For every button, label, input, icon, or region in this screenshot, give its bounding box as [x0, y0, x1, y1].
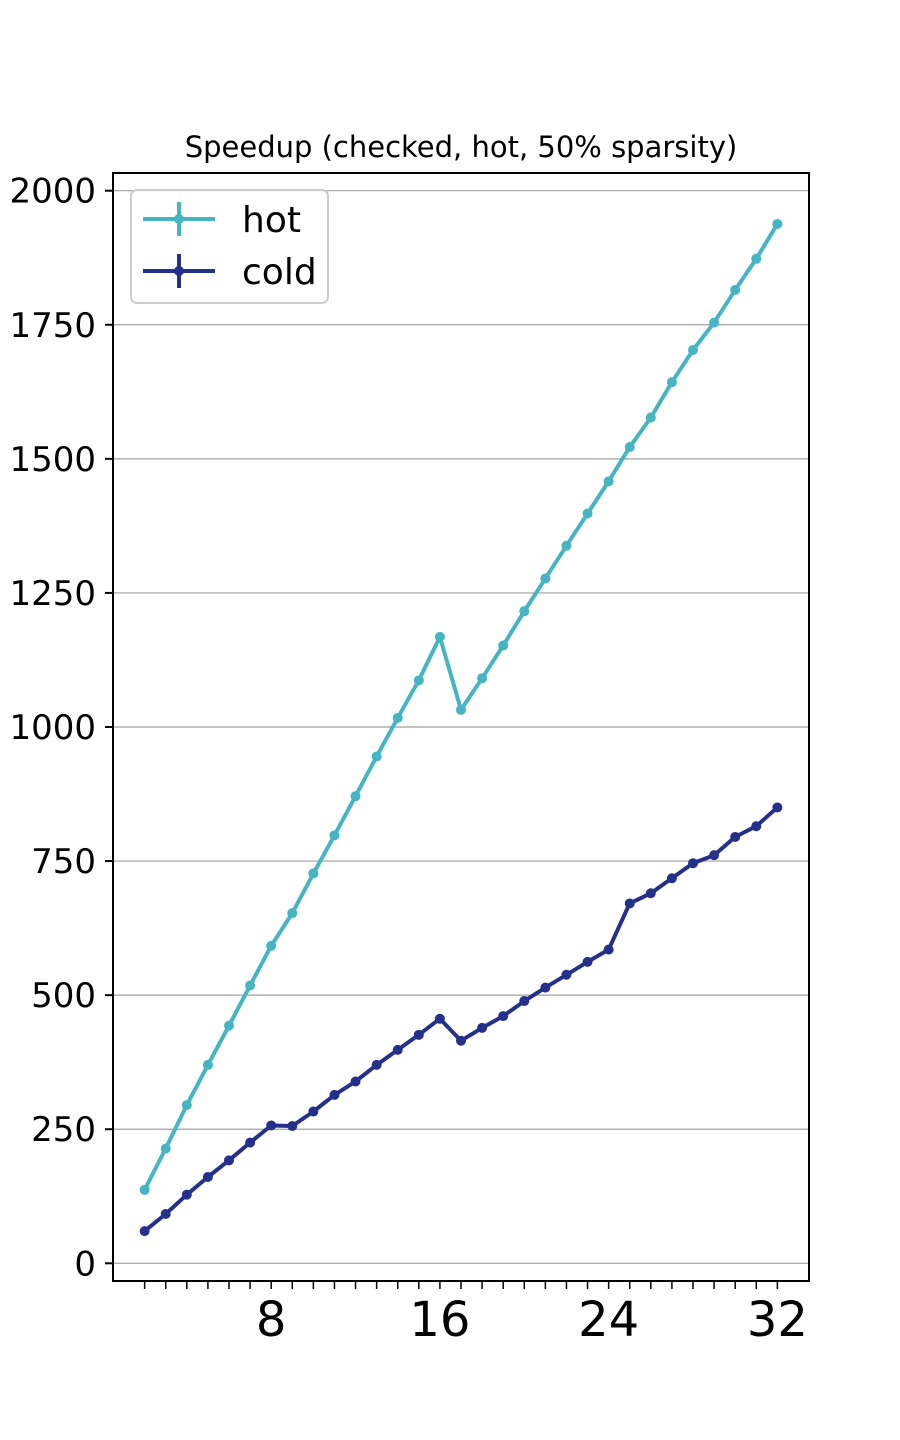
data-point-cold [350, 1076, 361, 1087]
data-point-cold [688, 858, 698, 869]
data-point-cold [582, 956, 593, 967]
data-point-hot [392, 712, 403, 723]
chart-title: Speedup (checked, hot, 50% sparsity) [185, 130, 738, 164]
data-point-cold [329, 1089, 340, 1100]
data-point-hot [139, 1184, 150, 1195]
data-point-cold [603, 944, 614, 955]
data-point-cold [730, 831, 741, 842]
data-point-hot [202, 1059, 213, 1070]
data-point-hot [772, 218, 783, 229]
series-cold [139, 802, 783, 1237]
data-point-cold [561, 969, 572, 980]
data-point-cold [751, 821, 762, 832]
x-axis: 8 16 24 32 [143, 1281, 808, 1348]
data-point-cold [456, 1035, 466, 1046]
data-point-cold [139, 1226, 150, 1237]
y-tick-label: 500 [31, 976, 96, 1016]
data-point-cold [266, 1120, 277, 1131]
data-point-hot [371, 751, 382, 762]
data-point-hot [224, 1020, 234, 1031]
data-point-hot [688, 344, 698, 355]
legend-hot-label: hot [242, 200, 301, 241]
data-point-hot [287, 908, 298, 919]
data-point-hot [266, 940, 277, 951]
data-point-cold [540, 982, 551, 993]
y-tick-label: 1750 [9, 306, 96, 346]
x-tick-label: 16 [409, 1292, 470, 1348]
data-point-cold [287, 1121, 298, 1132]
data-point-hot [540, 573, 551, 584]
data-point-cold [181, 1189, 192, 1200]
data-point-hot [245, 980, 256, 991]
data-point-cold [245, 1137, 256, 1148]
data-point-cold [434, 1013, 445, 1024]
data-point-cold [666, 873, 677, 884]
legend-entry-cold: cold [143, 252, 317, 293]
y-axis: 0 250 500 750 1000 1250 1500 1750 2000 [9, 172, 113, 1284]
legend-hot-marker [174, 214, 184, 224]
y-tick-label: 0 [74, 1244, 96, 1284]
data-point-hot [561, 540, 572, 551]
legend: hot cold [130, 189, 329, 304]
data-point-hot [413, 675, 424, 686]
data-point-hot [603, 476, 614, 487]
data-point-cold [308, 1106, 319, 1117]
y-tick-label: 1500 [9, 440, 96, 480]
data-point-hot [624, 442, 635, 453]
data-point-hot [181, 1100, 192, 1111]
data-point-cold [413, 1029, 424, 1040]
data-point-hot [477, 673, 488, 684]
data-point-cold [772, 802, 783, 813]
data-point-hot [329, 830, 340, 841]
data-point-cold [202, 1171, 213, 1182]
data-point-hot [519, 606, 530, 617]
y-tick-label: 750 [31, 842, 96, 882]
data-point-cold [224, 1155, 234, 1166]
y-tick-label: 1000 [9, 708, 96, 748]
data-point-hot [645, 412, 656, 423]
x-tick-label: 32 [747, 1292, 808, 1348]
y-tick-label: 1250 [9, 574, 96, 614]
data-point-hot [308, 868, 319, 879]
data-point-hot [666, 377, 677, 388]
data-point-cold [645, 888, 656, 899]
data-point-hot [434, 631, 445, 642]
data-point-cold [477, 1022, 488, 1033]
data-point-cold [624, 898, 635, 909]
data-point-hot [582, 508, 593, 519]
data-point-hot [709, 317, 720, 328]
data-point-hot [456, 704, 466, 715]
data-point-cold [498, 1011, 509, 1022]
data-point-cold [371, 1059, 382, 1070]
data-point-cold [709, 850, 720, 861]
data-point-hot [730, 284, 741, 295]
series-hot [139, 218, 783, 1195]
legend-cold-label: cold [242, 252, 317, 293]
data-point-hot [350, 791, 361, 802]
series-layer [139, 218, 783, 1237]
y-tick-label: 2000 [9, 172, 96, 212]
legend-cold-marker [174, 266, 184, 276]
data-point-hot [751, 253, 762, 264]
data-point-cold [392, 1044, 403, 1055]
data-point-cold [519, 996, 530, 1007]
data-point-hot [498, 640, 509, 651]
y-tick-label: 250 [31, 1110, 96, 1150]
data-point-hot [160, 1143, 171, 1154]
x-tick-label: 24 [578, 1292, 639, 1348]
x-tick-label: 8 [256, 1292, 287, 1348]
data-point-cold [160, 1208, 171, 1219]
legend-entry-hot: hot [143, 200, 301, 241]
